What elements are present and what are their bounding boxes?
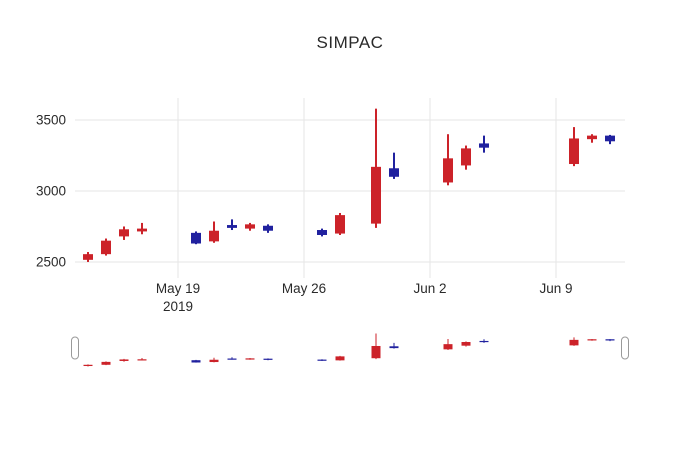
candle-body (371, 345, 381, 359)
mini-candle-2019-05-15 (101, 361, 111, 366)
candle-body (245, 224, 255, 229)
mini-candle-2019-06-04 (461, 341, 471, 347)
candle-2019-06-10 (569, 127, 579, 167)
candle-body (389, 168, 399, 177)
candle-2019-05-31 (389, 152, 399, 179)
candle-2019-05-15 (101, 238, 111, 256)
candle-body (335, 356, 345, 361)
candle-body (137, 228, 147, 232)
candle-body (461, 148, 471, 166)
x-tick-label: Jun 2 (413, 281, 446, 296)
mini-candle-2019-06-12 (605, 339, 615, 342)
mini-candle-2019-05-16 (119, 358, 129, 362)
candle-body (443, 344, 453, 350)
candle-body (389, 346, 399, 349)
candle-body (371, 166, 381, 224)
candle-body (209, 230, 219, 242)
candle-2019-05-20 (191, 231, 201, 245)
mini-candle-2019-06-03 (443, 338, 453, 350)
mini-candle-2019-05-22 (227, 357, 237, 360)
x-tick-label: May 26 (282, 281, 326, 296)
candle-body (461, 342, 471, 346)
candle-2019-06-04 (461, 145, 471, 170)
rangeslider[interactable] (75, 327, 625, 371)
candle-body (83, 254, 93, 260)
candle-2019-06-03 (443, 134, 453, 186)
rangeslider-handle-right[interactable] (621, 336, 629, 360)
candle-2019-05-24 (263, 224, 273, 233)
candle-body (263, 358, 273, 360)
candle-body (605, 339, 615, 341)
candle-body (101, 361, 111, 365)
candle-body (263, 225, 273, 231)
candle-body (335, 215, 345, 234)
y-tick-label: 2500 (36, 254, 66, 269)
candle-body (209, 359, 219, 363)
candle-body (479, 340, 489, 343)
candle-body (119, 229, 129, 237)
candle-body (317, 230, 327, 235)
candle-2019-06-12 (605, 134, 615, 145)
candle-2019-05-16 (119, 226, 129, 240)
mini-candle-2019-06-05 (479, 339, 489, 343)
x-tick-label: May 19 (156, 281, 200, 296)
candle-body (587, 339, 597, 341)
candle-body (479, 143, 489, 148)
candle-body (119, 359, 129, 361)
x-tick-year-label: 2019 (163, 299, 193, 314)
candle-body (587, 135, 597, 140)
candle-body (569, 339, 579, 346)
candle-2019-05-30 (371, 108, 381, 228)
candle-body (101, 240, 111, 255)
candle-2019-06-11 (587, 134, 597, 143)
candle-body (191, 360, 201, 363)
candle-body (605, 135, 615, 142)
rangeslider-handle-left[interactable] (71, 336, 79, 360)
y-tick-label: 3000 (36, 183, 66, 198)
candle-body (245, 358, 255, 360)
mini-candle-2019-06-11 (587, 338, 597, 341)
candle-2019-05-21 (209, 221, 219, 243)
mini-candle-2019-05-23 (245, 358, 255, 360)
candle-body (317, 359, 327, 361)
candle-2019-05-22 (227, 219, 237, 231)
mini-candle-2019-05-20 (191, 359, 201, 363)
mini-candle-2019-06-10 (569, 337, 579, 346)
candle-body (443, 158, 453, 183)
candle-body (227, 358, 237, 360)
candle-body (569, 138, 579, 165)
mini-candle-2019-05-30 (371, 333, 381, 360)
mini-candle-2019-05-21 (209, 357, 219, 363)
candle-2019-05-28 (335, 212, 345, 235)
chart-title: SIMPAC (316, 33, 384, 52)
candle-2019-05-27 (317, 228, 327, 237)
mini-candle-2019-05-27 (317, 359, 327, 361)
candle-body (191, 232, 201, 244)
candle-body (83, 364, 93, 367)
y-tick-label: 3500 (36, 113, 66, 128)
candle-2019-05-17 (137, 222, 147, 235)
candle-2019-06-05 (479, 135, 489, 153)
mini-candle-2019-05-17 (137, 358, 147, 361)
candle-body (137, 359, 147, 361)
candle-2019-05-14 (83, 252, 93, 262)
candle-body (227, 225, 237, 228)
candle-2019-05-23 (245, 222, 255, 231)
mini-candle-2019-05-31 (389, 342, 399, 349)
mini-candle-2019-05-28 (335, 355, 345, 361)
mini-candle-2019-05-24 (263, 358, 273, 361)
mini-candle-2019-05-14 (83, 364, 93, 367)
x-tick-label: Jun 9 (539, 281, 572, 296)
